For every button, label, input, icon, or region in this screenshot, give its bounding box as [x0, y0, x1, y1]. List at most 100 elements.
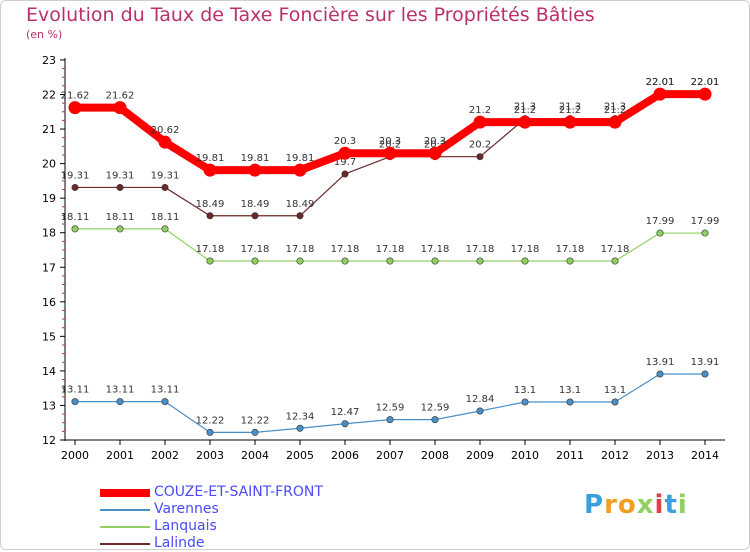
data-label-varennes: 12.34 [286, 411, 315, 422]
data-point-varennes [251, 428, 259, 436]
y-tick-label: 21 [42, 123, 56, 136]
data-point-couze-et-saint-front [608, 115, 622, 129]
data-label-lanquais: 17.18 [286, 244, 315, 255]
data-point-varennes [701, 370, 709, 378]
x-tick-label: 2006 [331, 449, 359, 462]
data-point-lanquais [656, 229, 664, 237]
data-point-lanquais [611, 257, 619, 265]
data-label-varennes: 12.22 [241, 415, 270, 426]
data-label-lanquais: 17.18 [601, 244, 630, 255]
data-label-varennes: 13.11 [106, 385, 135, 396]
data-label-lanquais: 17.18 [466, 244, 495, 255]
line-chart: 12 13 14 15 16 17 18 19 20 21 22 23 2000 2001 2002 2003… [42, 54, 725, 462]
data-point-couze-et-saint-front [248, 163, 262, 177]
data-label-couze-et-saint-front: 21.2 [559, 105, 581, 116]
data-point-varennes [116, 398, 124, 406]
data-label-couze-et-saint-front: 20.62 [151, 125, 180, 136]
y-tick-label: 15 [42, 330, 56, 343]
data-point-lanquais [341, 257, 349, 265]
data-point-lanquais [386, 257, 394, 265]
y-tick-label: 19 [42, 192, 56, 205]
data-point-lalinde [296, 212, 304, 220]
data-label-lanquais: 18.11 [61, 212, 90, 223]
data-label-lanquais: 18.11 [151, 212, 180, 223]
logo-letter: i [654, 490, 665, 520]
data-label-varennes: 13.11 [61, 385, 90, 396]
data-point-lalinde [341, 170, 349, 178]
legend-swatch-varennes [100, 508, 150, 511]
data-point-couze-et-saint-front [68, 101, 82, 115]
y-tick-label: 22 [42, 89, 56, 102]
data-label-varennes: 12.59 [376, 403, 405, 414]
x-tick-label: 2003 [196, 449, 224, 462]
x-tick-label: 2012 [601, 449, 629, 462]
y-tick-label: 12 [42, 434, 56, 447]
data-point-couze-et-saint-front [563, 115, 577, 129]
data-label-lalinde: 19.31 [61, 170, 90, 181]
data-label-lalinde: 20.2 [469, 140, 491, 151]
data-label-varennes: 13.91 [646, 357, 675, 368]
legend-label-varennes: Varennes [154, 501, 219, 517]
x-tick-label: 2011 [556, 449, 584, 462]
data-label-lalinde: 22.01 [646, 77, 675, 88]
data-point-varennes [521, 398, 529, 406]
data-point-lanquais [296, 257, 304, 265]
data-label-lalinde: 22.01 [691, 77, 720, 88]
y-tick-label: 18 [42, 227, 56, 240]
unit-label: (en %) [26, 28, 63, 41]
data-label-lanquais: 17.18 [331, 244, 360, 255]
x-tick-label: 2010 [511, 449, 539, 462]
data-label-lanquais: 17.99 [646, 216, 675, 227]
data-label-varennes: 12.84 [466, 394, 495, 405]
legend-swatch-lanquais [100, 525, 150, 528]
data-label-couze-et-saint-front: 20.3 [334, 136, 356, 147]
x-tick-label: 2014 [691, 449, 719, 462]
data-point-couze-et-saint-front [383, 146, 397, 160]
data-label-couze-et-saint-front: 21.62 [61, 91, 90, 102]
data-point-lalinde [161, 183, 169, 191]
y-tick-label: 13 [42, 399, 56, 412]
x-tick-label: 2005 [286, 449, 314, 462]
data-point-lalinde [206, 212, 214, 220]
data-point-couze-et-saint-front [293, 163, 307, 177]
data-point-couze-et-saint-front [518, 115, 532, 129]
legend-label-couze: COUZE-ET-SAINT-FRONT [154, 484, 323, 500]
data-label-lalinde: 21.3 [604, 102, 626, 113]
data-label-varennes: 12.22 [196, 415, 225, 426]
data-point-lanquais [431, 257, 439, 265]
data-label-lalinde: 18.49 [286, 199, 315, 210]
data-point-varennes [296, 424, 304, 432]
data-label-lalinde: 18.49 [196, 199, 225, 210]
data-point-varennes [386, 416, 394, 424]
data-label-couze-et-saint-front: 22.01 [646, 77, 675, 88]
data-label-lalinde: 18.49 [241, 199, 270, 210]
data-point-varennes [206, 428, 214, 436]
data-label-lanquais: 18.11 [106, 212, 135, 223]
y-tick-label: 23 [42, 54, 56, 67]
data-point-lanquais [251, 257, 259, 265]
logo-letter: x [636, 490, 655, 520]
data-label-couze-et-saint-front: 19.81 [286, 153, 315, 164]
data-label-lalinde: 20.2 [424, 140, 446, 151]
data-point-lalinde [116, 183, 124, 191]
data-label-lanquais: 17.18 [421, 244, 450, 255]
y-tick-label: 14 [42, 365, 56, 378]
data-label-lalinde: 21.3 [514, 102, 536, 113]
data-point-varennes [71, 398, 79, 406]
data-label-couze-et-saint-front: 22.01 [691, 77, 720, 88]
data-label-lalinde: 19.7 [334, 157, 356, 168]
data-point-couze-et-saint-front [428, 146, 442, 160]
logo-letter: r [604, 490, 618, 520]
x-tick-label: 2007 [376, 449, 404, 462]
data-label-varennes: 13.1 [514, 385, 536, 396]
data-point-couze-et-saint-front [473, 115, 487, 129]
data-label-couze-et-saint-front: 21.2 [604, 105, 626, 116]
data-label-lanquais: 17.18 [376, 244, 405, 255]
data-point-lanquais [206, 257, 214, 265]
data-label-varennes: 12.47 [331, 407, 360, 418]
data-point-couze-et-saint-front [203, 163, 217, 177]
data-label-couze-et-saint-front: 20.3 [424, 136, 446, 147]
data-point-lanquais [566, 257, 574, 265]
x-tick-label: 2002 [151, 449, 179, 462]
